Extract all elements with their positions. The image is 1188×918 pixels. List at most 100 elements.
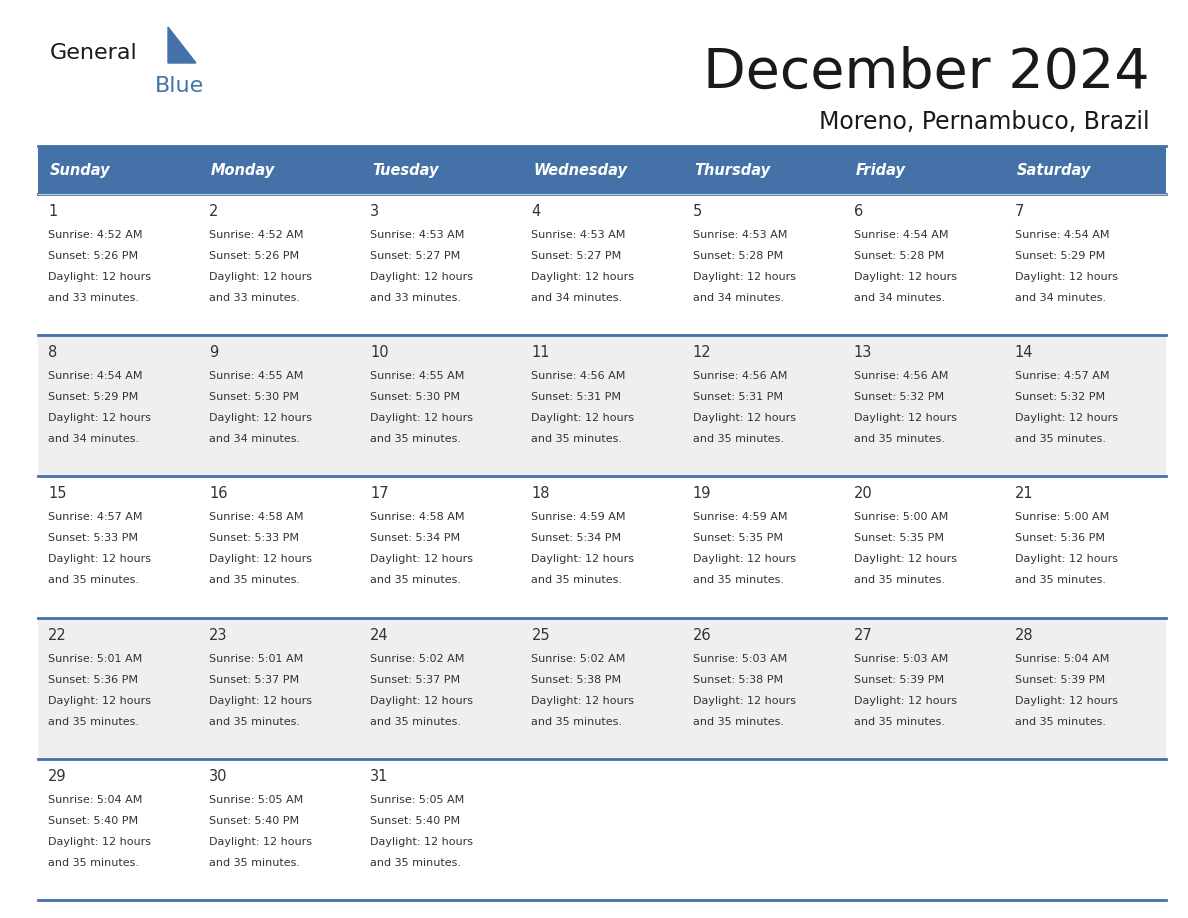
- Text: Sunset: 5:26 PM: Sunset: 5:26 PM: [48, 251, 138, 261]
- Text: Saturday: Saturday: [1017, 162, 1092, 177]
- Text: 14: 14: [1015, 345, 1034, 360]
- Text: and 35 minutes.: and 35 minutes.: [693, 717, 784, 727]
- Text: Sunrise: 4:55 AM: Sunrise: 4:55 AM: [371, 371, 465, 381]
- Text: Sunrise: 5:01 AM: Sunrise: 5:01 AM: [48, 654, 143, 664]
- Text: and 35 minutes.: and 35 minutes.: [854, 576, 944, 586]
- Text: Sunrise: 5:00 AM: Sunrise: 5:00 AM: [1015, 512, 1110, 522]
- Text: and 35 minutes.: and 35 minutes.: [48, 576, 139, 586]
- Text: Sunrise: 5:03 AM: Sunrise: 5:03 AM: [693, 654, 786, 664]
- Text: Sunrise: 5:05 AM: Sunrise: 5:05 AM: [371, 795, 465, 805]
- Text: and 35 minutes.: and 35 minutes.: [371, 576, 461, 586]
- Text: and 34 minutes.: and 34 minutes.: [531, 293, 623, 303]
- Text: Friday: Friday: [855, 162, 905, 177]
- Text: Sunset: 5:36 PM: Sunset: 5:36 PM: [1015, 533, 1105, 543]
- Text: Daylight: 12 hours: Daylight: 12 hours: [531, 554, 634, 565]
- Bar: [38, 476, 1165, 618]
- Text: Sunset: 5:35 PM: Sunset: 5:35 PM: [693, 533, 783, 543]
- Text: Sunset: 5:38 PM: Sunset: 5:38 PM: [531, 675, 621, 685]
- Text: Sunset: 5:30 PM: Sunset: 5:30 PM: [209, 392, 299, 402]
- Text: 4: 4: [531, 204, 541, 219]
- Text: and 35 minutes.: and 35 minutes.: [371, 434, 461, 444]
- Text: 26: 26: [693, 628, 712, 643]
- Text: 3: 3: [371, 204, 379, 219]
- Text: 23: 23: [209, 628, 228, 643]
- Text: Daylight: 12 hours: Daylight: 12 hours: [209, 696, 312, 706]
- Text: Sunrise: 5:02 AM: Sunrise: 5:02 AM: [531, 654, 626, 664]
- Text: Daylight: 12 hours: Daylight: 12 hours: [854, 554, 956, 565]
- Text: Sunset: 5:40 PM: Sunset: 5:40 PM: [48, 816, 138, 826]
- Text: Sunrise: 4:59 AM: Sunrise: 4:59 AM: [531, 512, 626, 522]
- Text: Sunrise: 5:05 AM: Sunrise: 5:05 AM: [209, 795, 303, 805]
- Text: and 35 minutes.: and 35 minutes.: [209, 857, 301, 868]
- Text: and 34 minutes.: and 34 minutes.: [693, 293, 784, 303]
- Text: Sunrise: 5:03 AM: Sunrise: 5:03 AM: [854, 654, 948, 664]
- Text: Sunset: 5:37 PM: Sunset: 5:37 PM: [371, 675, 461, 685]
- Text: Sunrise: 4:56 AM: Sunrise: 4:56 AM: [693, 371, 786, 381]
- Text: Sunrise: 4:52 AM: Sunrise: 4:52 AM: [209, 230, 304, 240]
- Text: Sunset: 5:33 PM: Sunset: 5:33 PM: [209, 533, 299, 543]
- Text: Sunrise: 4:53 AM: Sunrise: 4:53 AM: [531, 230, 626, 240]
- Text: Sunset: 5:27 PM: Sunset: 5:27 PM: [371, 251, 461, 261]
- Text: 2: 2: [209, 204, 219, 219]
- Text: Daylight: 12 hours: Daylight: 12 hours: [854, 272, 956, 282]
- Text: Daylight: 12 hours: Daylight: 12 hours: [371, 413, 473, 423]
- Text: and 33 minutes.: and 33 minutes.: [48, 293, 139, 303]
- Text: Sunrise: 4:58 AM: Sunrise: 4:58 AM: [371, 512, 465, 522]
- Text: Sunset: 5:31 PM: Sunset: 5:31 PM: [693, 392, 783, 402]
- Text: Daylight: 12 hours: Daylight: 12 hours: [1015, 272, 1118, 282]
- Text: Daylight: 12 hours: Daylight: 12 hours: [1015, 696, 1118, 706]
- Text: Sunrise: 4:58 AM: Sunrise: 4:58 AM: [209, 512, 304, 522]
- Text: Sunrise: 4:54 AM: Sunrise: 4:54 AM: [854, 230, 948, 240]
- Text: Sunset: 5:28 PM: Sunset: 5:28 PM: [854, 251, 944, 261]
- Text: Sunset: 5:32 PM: Sunset: 5:32 PM: [1015, 392, 1105, 402]
- Text: 6: 6: [854, 204, 862, 219]
- Text: and 35 minutes.: and 35 minutes.: [371, 857, 461, 868]
- Text: 11: 11: [531, 345, 550, 360]
- Text: Thursday: Thursday: [695, 162, 771, 177]
- Text: Daylight: 12 hours: Daylight: 12 hours: [48, 554, 151, 565]
- Bar: [38, 335, 1165, 476]
- Text: Daylight: 12 hours: Daylight: 12 hours: [48, 413, 151, 423]
- Text: Wednesday: Wednesday: [533, 162, 627, 177]
- Text: Daylight: 12 hours: Daylight: 12 hours: [48, 272, 151, 282]
- Text: 17: 17: [371, 487, 388, 501]
- Text: and 35 minutes.: and 35 minutes.: [1015, 434, 1106, 444]
- Text: and 35 minutes.: and 35 minutes.: [854, 434, 944, 444]
- Text: Sunset: 5:26 PM: Sunset: 5:26 PM: [209, 251, 299, 261]
- Bar: [38, 618, 1165, 759]
- Text: Daylight: 12 hours: Daylight: 12 hours: [371, 696, 473, 706]
- Text: Sunset: 5:28 PM: Sunset: 5:28 PM: [693, 251, 783, 261]
- Text: 12: 12: [693, 345, 712, 360]
- Text: Sunset: 5:38 PM: Sunset: 5:38 PM: [693, 675, 783, 685]
- Text: Daylight: 12 hours: Daylight: 12 hours: [371, 554, 473, 565]
- Text: Blue: Blue: [154, 76, 204, 96]
- Text: Sunrise: 4:57 AM: Sunrise: 4:57 AM: [1015, 371, 1110, 381]
- Text: and 35 minutes.: and 35 minutes.: [209, 717, 301, 727]
- Text: and 35 minutes.: and 35 minutes.: [854, 717, 944, 727]
- Text: 10: 10: [371, 345, 388, 360]
- Text: Sunrise: 4:54 AM: Sunrise: 4:54 AM: [1015, 230, 1110, 240]
- Text: and 33 minutes.: and 33 minutes.: [209, 293, 301, 303]
- Text: Daylight: 12 hours: Daylight: 12 hours: [209, 413, 312, 423]
- Text: 13: 13: [854, 345, 872, 360]
- Bar: [38, 146, 1165, 194]
- Text: 5: 5: [693, 204, 702, 219]
- Text: and 35 minutes.: and 35 minutes.: [371, 717, 461, 727]
- Text: 8: 8: [48, 345, 57, 360]
- Text: Sunrise: 5:04 AM: Sunrise: 5:04 AM: [48, 795, 143, 805]
- Text: Daylight: 12 hours: Daylight: 12 hours: [854, 413, 956, 423]
- Text: Sunrise: 4:55 AM: Sunrise: 4:55 AM: [209, 371, 303, 381]
- Text: General: General: [50, 43, 138, 63]
- Text: Daylight: 12 hours: Daylight: 12 hours: [531, 696, 634, 706]
- Text: Sunrise: 4:59 AM: Sunrise: 4:59 AM: [693, 512, 788, 522]
- Text: Sunset: 5:27 PM: Sunset: 5:27 PM: [531, 251, 621, 261]
- Text: 28: 28: [1015, 628, 1034, 643]
- Text: Daylight: 12 hours: Daylight: 12 hours: [693, 554, 796, 565]
- Text: Sunrise: 5:01 AM: Sunrise: 5:01 AM: [209, 654, 303, 664]
- Text: 27: 27: [854, 628, 872, 643]
- Text: Sunset: 5:31 PM: Sunset: 5:31 PM: [531, 392, 621, 402]
- Text: Daylight: 12 hours: Daylight: 12 hours: [209, 837, 312, 846]
- Text: Sunset: 5:33 PM: Sunset: 5:33 PM: [48, 533, 138, 543]
- Text: Daylight: 12 hours: Daylight: 12 hours: [693, 696, 796, 706]
- Text: 24: 24: [371, 628, 388, 643]
